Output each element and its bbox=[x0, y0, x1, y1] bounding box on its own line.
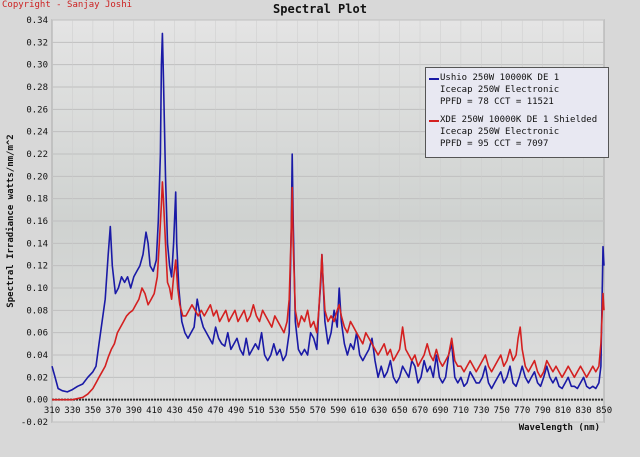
x-tick-label-25: 810 bbox=[555, 406, 571, 416]
x-tick-label-10: 510 bbox=[248, 406, 264, 416]
y-tick-label-2: 0.02 bbox=[26, 373, 48, 383]
x-tick-label-19: 690 bbox=[432, 406, 448, 416]
y-tick-label-1: 0.00 bbox=[26, 396, 48, 406]
y-tick-label-18: 0.34 bbox=[26, 16, 48, 26]
grid bbox=[51, 19, 605, 423]
x-tick-label-27: 850 bbox=[596, 406, 612, 416]
series-line-1 bbox=[52, 181, 605, 401]
legend-entry-ushio: Ushio 250W 10000K DE 1 Icecap 250W Elect… bbox=[426, 72, 608, 108]
y-tick-labels: -0.02 0.00 0.02 0.04 0.06 0.08 0.10 0.12 0.14 0.1… bbox=[21, 16, 48, 428]
legend: Ushio 250W 10000K DE 1 Icecap 250W Elect… bbox=[425, 67, 609, 158]
x-tick-label-13: 570 bbox=[310, 406, 326, 416]
legend-entry-xde: XDE 250W 10000K DE 1 Shielded Icecap 250… bbox=[426, 114, 608, 150]
y-tick-label-5: 0.08 bbox=[26, 306, 48, 316]
y-tick-label-6: 0.10 bbox=[26, 284, 48, 294]
x-axis-label: Wavelength (nm) bbox=[519, 423, 600, 433]
y-tick-label-17: 0.32 bbox=[26, 38, 48, 48]
x-tick-label-6: 430 bbox=[167, 406, 183, 416]
x-tick-label-0: 310 bbox=[44, 406, 60, 416]
x-tick-label-2: 350 bbox=[85, 406, 101, 416]
y-tick-label-15: 0.28 bbox=[26, 83, 48, 93]
chart-title: Spectral Plot bbox=[273, 2, 367, 16]
series-lines bbox=[51, 32, 605, 401]
x-tick-label-26: 830 bbox=[575, 406, 591, 416]
y-tick-label-10: 0.18 bbox=[26, 195, 48, 205]
x-tick-label-5: 410 bbox=[146, 406, 162, 416]
y-tick-label-7: 0.12 bbox=[26, 262, 48, 272]
x-tick-label-24: 790 bbox=[535, 406, 551, 416]
y-tick-label-0: -0.02 bbox=[21, 418, 48, 428]
x-tick-label-9: 490 bbox=[228, 406, 244, 416]
y-tick-label-16: 0.30 bbox=[26, 61, 48, 71]
x-tick-label-14: 590 bbox=[330, 406, 346, 416]
y-axis-label: Spectral Irradiance watts/nm/m^2 bbox=[5, 134, 16, 307]
y-tick-label-4: 0.06 bbox=[26, 329, 48, 339]
legend-xde-name: XDE 250W 10000K DE 1 Shielded bbox=[440, 115, 598, 125]
x-tick-label-23: 770 bbox=[514, 406, 530, 416]
x-tick-label-1: 330 bbox=[64, 406, 80, 416]
y-tick-label-13: 0.24 bbox=[26, 128, 48, 138]
x-tick-labels: 310 330 350 370 390 410 430 450 470 490 510 530 550 5… bbox=[44, 406, 612, 416]
x-tick-label-8: 470 bbox=[207, 406, 223, 416]
x-tick-label-12: 550 bbox=[289, 406, 305, 416]
y-tick-label-9: 0.16 bbox=[26, 217, 48, 227]
legend-xde-stats: PPFD = 95 CCT = 7097 bbox=[440, 139, 549, 149]
x-tick-label-22: 750 bbox=[494, 406, 510, 416]
y-tick-label-8: 0.14 bbox=[26, 239, 48, 249]
legend-ushio-name: Ushio 250W 10000K DE 1 bbox=[440, 73, 560, 83]
x-tick-label-3: 370 bbox=[105, 406, 121, 416]
legend-ushio-ballast: Icecap 250W Electronic bbox=[440, 85, 560, 95]
x-tick-label-17: 650 bbox=[391, 406, 407, 416]
x-tick-label-21: 730 bbox=[473, 406, 489, 416]
x-tick-label-18: 670 bbox=[412, 406, 428, 416]
legend-ushio-stats: PPFD = 78 CCT = 11521 bbox=[440, 97, 554, 107]
x-tick-label-7: 450 bbox=[187, 406, 203, 416]
copyright-text: Copyright - Sanjay Joshi bbox=[2, 0, 133, 10]
x-tick-label-4: 390 bbox=[126, 406, 142, 416]
x-tick-label-16: 630 bbox=[371, 406, 387, 416]
x-tick-label-15: 610 bbox=[351, 406, 367, 416]
x-tick-label-20: 710 bbox=[453, 406, 469, 416]
y-tick-label-11: 0.20 bbox=[26, 172, 48, 182]
y-tick-label-14: 0.26 bbox=[26, 105, 48, 115]
y-tick-label-12: 0.22 bbox=[26, 150, 48, 160]
legend-swatch-ushio bbox=[429, 78, 439, 80]
legend-xde-ballast: Icecap 250W Electronic bbox=[440, 127, 560, 137]
x-tick-label-11: 530 bbox=[269, 406, 285, 416]
legend-swatch-xde bbox=[429, 120, 439, 122]
y-tick-label-3: 0.04 bbox=[26, 351, 48, 361]
